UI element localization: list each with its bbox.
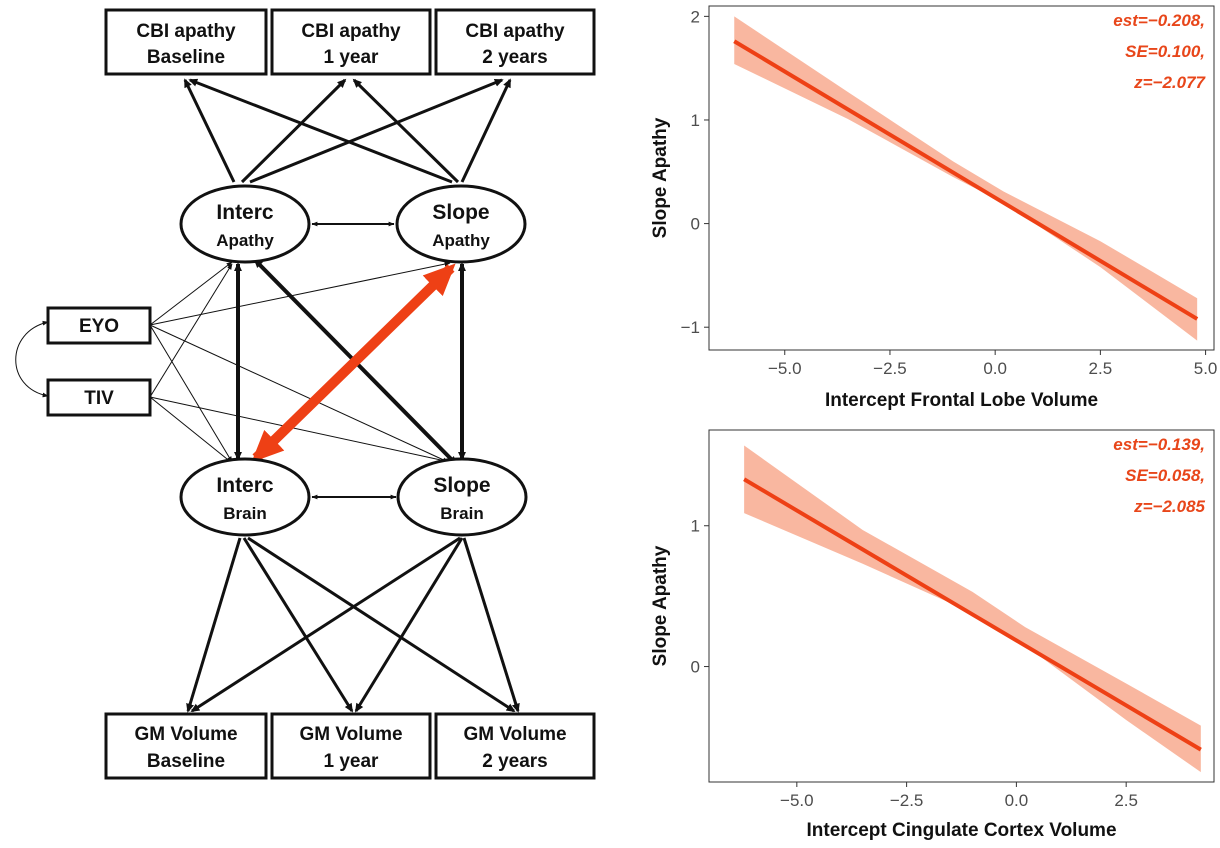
box-gm-1year: GM Volume 1 year: [270, 712, 432, 780]
loading-arrows-apathy: [183, 78, 512, 184]
box-label-line1: CBI apathy: [465, 21, 565, 42]
x-tick-label: 2.5: [1114, 791, 1138, 810]
x-tick-label: 5.0: [1194, 359, 1218, 378]
box-gm-baseline: GM Volume Baseline: [104, 712, 268, 780]
box-label-line2: 1 year: [324, 47, 380, 68]
chart-cingulate-cortex: −5.0 −2.5 0.0 2.5 0 1 Intercept Cingulate Cort…: [650, 429, 1215, 841]
stats-annotation: z=−2.085: [1133, 497, 1205, 516]
ellipse-label-line1: Interc: [216, 201, 274, 224]
ellipse-interc-apathy: Interc Apathy: [179, 184, 311, 264]
box-cbi-1year: CBI apathy 1 year: [270, 8, 432, 76]
x-tick-label: 0.0: [1005, 791, 1029, 810]
y-tick-label: 0: [691, 658, 700, 677]
stats-annotation: SE=0.058,: [1125, 466, 1205, 485]
y-axis-title: Slope Apathy: [650, 545, 671, 666]
x-tick-label: −2.5: [873, 359, 907, 378]
box-label-line1: GM Volume: [463, 724, 566, 745]
box-label-line2: Baseline: [147, 47, 225, 68]
box-cbi-baseline: CBI apathy Baseline: [104, 8, 268, 76]
box-label-line1: GM Volume: [134, 724, 237, 745]
stats-annotation: est=−0.139,: [1113, 435, 1205, 454]
y-axis-title: Slope Apathy: [650, 117, 671, 238]
box-label: EYO: [79, 316, 119, 337]
x-tick-label: 0.0: [983, 359, 1007, 378]
box-tiv: TIV: [46, 378, 152, 417]
x-tick-label: 2.5: [1089, 359, 1113, 378]
box-gm-2years: GM Volume 2 years: [434, 712, 596, 780]
ellipse-slope-brain: Slope Brain: [396, 457, 528, 537]
ellipse-interc-brain: Interc Brain: [179, 457, 311, 537]
box-label-line1: CBI apathy: [301, 21, 401, 42]
box-label-line1: GM Volume: [299, 724, 402, 745]
ellipse-label-line1: Slope: [433, 474, 490, 497]
y-tick-label: 0: [691, 215, 700, 234]
highlight-arrow: [251, 263, 456, 463]
stats-annotation: SE=0.100,: [1125, 42, 1205, 61]
y-tick-label: 1: [691, 111, 700, 130]
stats-annotation: z=−2.077: [1133, 73, 1206, 92]
path-diagram: CBI apathy Baseline CBI apathy 1 year CB…: [15, 8, 596, 780]
y-tick-label: 1: [691, 517, 700, 536]
box-eyo: EYO: [46, 306, 152, 345]
ellipse-label-line2: Apathy: [432, 231, 490, 250]
ellipse-label-line1: Interc: [216, 474, 274, 497]
box-label: TIV: [84, 388, 114, 409]
loading-arrows-brain: [186, 536, 520, 713]
y-tick-label: −1: [681, 318, 700, 337]
ellipse-slope-apathy: Slope Apathy: [395, 184, 527, 264]
x-tick-label: −2.5: [890, 791, 924, 810]
box-label-line1: CBI apathy: [136, 21, 236, 42]
regression-line: [743, 477, 1202, 752]
box-label-line2: 2 years: [482, 751, 548, 772]
covariate-paths: [15, 261, 451, 464]
x-tick-label: −5.0: [768, 359, 802, 378]
stats-annotation: est=−0.208,: [1113, 11, 1205, 30]
ellipse-label-line1: Slope: [432, 201, 489, 224]
x-tick-label: −5.0: [780, 791, 814, 810]
ellipse-label-line2: Apathy: [216, 231, 274, 250]
x-axis-title: Intercept Frontal Lobe Volume: [825, 390, 1098, 411]
plot-panel: [708, 5, 1215, 351]
box-label-line2: 2 years: [482, 47, 548, 68]
confidence-band: [744, 445, 1201, 773]
box-label-line2: 1 year: [324, 751, 380, 772]
ellipse-label-line2: Brain: [223, 504, 266, 523]
regression-line: [733, 39, 1199, 321]
box-label-line2: Baseline: [147, 751, 225, 772]
box-cbi-2years: CBI apathy 2 years: [434, 8, 596, 76]
y-tick-label: 2: [691, 7, 700, 26]
ellipse-label-line2: Brain: [440, 504, 483, 523]
covariance-arrows: [311, 221, 397, 500]
plot-panel: [708, 429, 1215, 783]
x-axis-title: Intercept Cingulate Cortex Volume: [806, 820, 1116, 841]
chart-frontal-lobe: −5.0 −2.5 0.0 2.5 5.0 −1 0 1 2 Intercept Frontal …: [650, 5, 1218, 411]
